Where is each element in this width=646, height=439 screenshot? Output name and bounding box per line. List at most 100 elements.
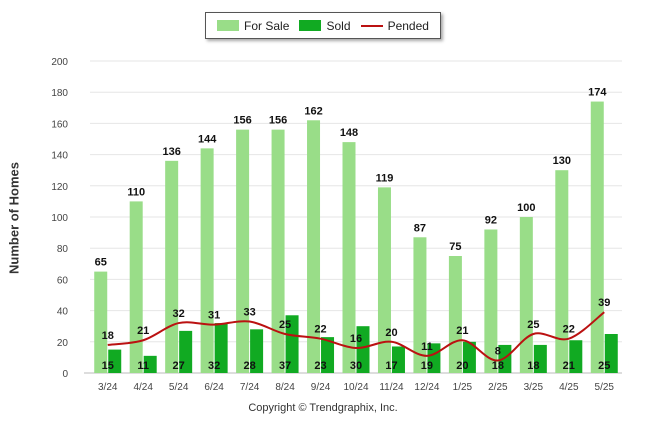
for-sale-bar [413, 237, 427, 373]
y-tick-label: 200 [51, 57, 68, 68]
pended-value-label: 32 [173, 308, 185, 320]
sold-value-label: 15 [102, 360, 114, 372]
sold-value-label: 23 [314, 360, 326, 372]
legend-label-pended: Pended [387, 18, 429, 33]
for-sale-value-label: 156 [233, 115, 251, 127]
for-sale-bar [342, 142, 356, 373]
data-labels: 65 110 136 144 156 156 162 148 119 87 75 92 100 130 17… [95, 87, 611, 372]
for-sale-value-label: 110 [127, 186, 145, 198]
pended-value-label: 25 [527, 319, 539, 331]
sold-value-label: 20 [456, 360, 468, 372]
sold-value-label: 21 [563, 360, 575, 372]
for-sale-value-label: 148 [340, 127, 358, 139]
legend-item-for-sale[interactable]: For Sale [217, 19, 289, 33]
sold-bar [569, 340, 583, 373]
y-tick-label: 0 [62, 369, 68, 380]
for-sale-bar [377, 187, 391, 373]
sold-bar [214, 323, 228, 373]
x-tick-label: 10/24 [343, 382, 368, 393]
axes: 0 20 40 60 80 100 120 140 160 180 200 3/24 4/24 5/24 6… [51, 57, 622, 393]
sold-value-label: 19 [421, 360, 433, 372]
sold-bar [498, 344, 512, 373]
for-sale-value-label: 162 [304, 105, 322, 117]
sold-bar [427, 343, 441, 373]
sold-value-label: 28 [243, 360, 255, 372]
y-tick-label: 40 [57, 307, 69, 318]
pended-value-label: 20 [385, 327, 397, 339]
y-tick-label: 120 [51, 182, 68, 193]
for-sale-bar [94, 271, 108, 373]
sold-value-label: 32 [208, 360, 220, 372]
y-tick-label: 180 [51, 88, 68, 99]
sold-bar [179, 330, 193, 373]
for-sale-value-label: 174 [588, 87, 607, 99]
pended-value-label: 39 [598, 297, 610, 309]
pended-value-label: 33 [243, 307, 255, 319]
for-sale-value-label: 119 [376, 172, 394, 184]
sold-value-label: 18 [527, 360, 539, 372]
legend: For Sale Sold Pended [205, 12, 441, 39]
x-tick-label: 2/25 [488, 382, 508, 393]
pended-value-label: 22 [314, 324, 326, 336]
for-sale-value-label: 144 [198, 133, 217, 145]
legend-item-pended[interactable]: Pended [360, 18, 429, 33]
sold-bar [462, 341, 476, 373]
sold-bar [321, 337, 335, 373]
y-tick-label: 60 [57, 275, 69, 286]
for-sale-value-label: 92 [485, 214, 497, 226]
y-tick-label: 80 [57, 244, 69, 255]
x-tick-label: 3/25 [524, 382, 544, 393]
sold-value-label: 17 [385, 360, 397, 372]
sold-value-label: 25 [598, 360, 610, 372]
pended-line [107, 311, 605, 362]
x-tick-label: 8/24 [275, 382, 295, 393]
sold-bar [391, 346, 405, 373]
pended-value-label: 25 [279, 319, 291, 331]
sold-bar [250, 329, 264, 373]
sold-value-label: 11 [137, 360, 149, 372]
for-sale-bar [307, 120, 321, 373]
x-tick-label: 3/24 [98, 382, 118, 393]
for-sale-value-label: 136 [162, 146, 180, 158]
for-sale-bar [519, 217, 533, 373]
for-sale-value-label: 100 [517, 202, 535, 214]
for-sale-bar [200, 148, 214, 373]
pended-value-label: 11 [421, 341, 433, 353]
legend-item-sold[interactable]: Sold [299, 18, 351, 33]
y-tick-label: 100 [51, 213, 68, 224]
x-tick-label: 7/24 [240, 382, 260, 393]
pended-value-label: 8 [495, 346, 501, 358]
for-sale-bar [271, 129, 285, 373]
pended-swatch [360, 24, 383, 27]
x-tick-label: 4/24 [133, 382, 153, 393]
for-sale-bar [484, 229, 498, 373]
for-sale-bar [236, 129, 250, 373]
y-tick-label: 20 [57, 338, 69, 349]
for-sale-value-label: 130 [553, 155, 571, 167]
bar-series [94, 101, 618, 373]
for-sale-bar [129, 201, 143, 373]
x-tick-label: 11/24 [379, 382, 404, 393]
pended-value-label: 22 [563, 324, 575, 336]
for-sale-value-label: 75 [449, 241, 461, 253]
sold-value-label: 27 [173, 360, 185, 372]
sold-value-label: 30 [350, 360, 362, 372]
for-sale-bar [165, 160, 179, 373]
x-tick-label: 1/25 [453, 382, 473, 393]
for-sale-bar [590, 101, 604, 373]
legend-label-sold: Sold [326, 18, 351, 33]
y-axis-title: Number of Homes [6, 162, 22, 274]
sold-bar [604, 334, 618, 373]
for-sale-bar [448, 256, 462, 373]
sold-bar [285, 315, 299, 373]
x-tick-label: 9/24 [311, 382, 331, 393]
sold-bar [356, 326, 370, 373]
for-sale-value-label: 156 [269, 115, 287, 127]
sold-value-label: 18 [492, 360, 504, 372]
for-sale-swatch [217, 20, 240, 31]
x-tick-label: 5/25 [595, 382, 615, 393]
sold-bar [143, 355, 157, 373]
y-tick-label: 160 [51, 119, 68, 130]
